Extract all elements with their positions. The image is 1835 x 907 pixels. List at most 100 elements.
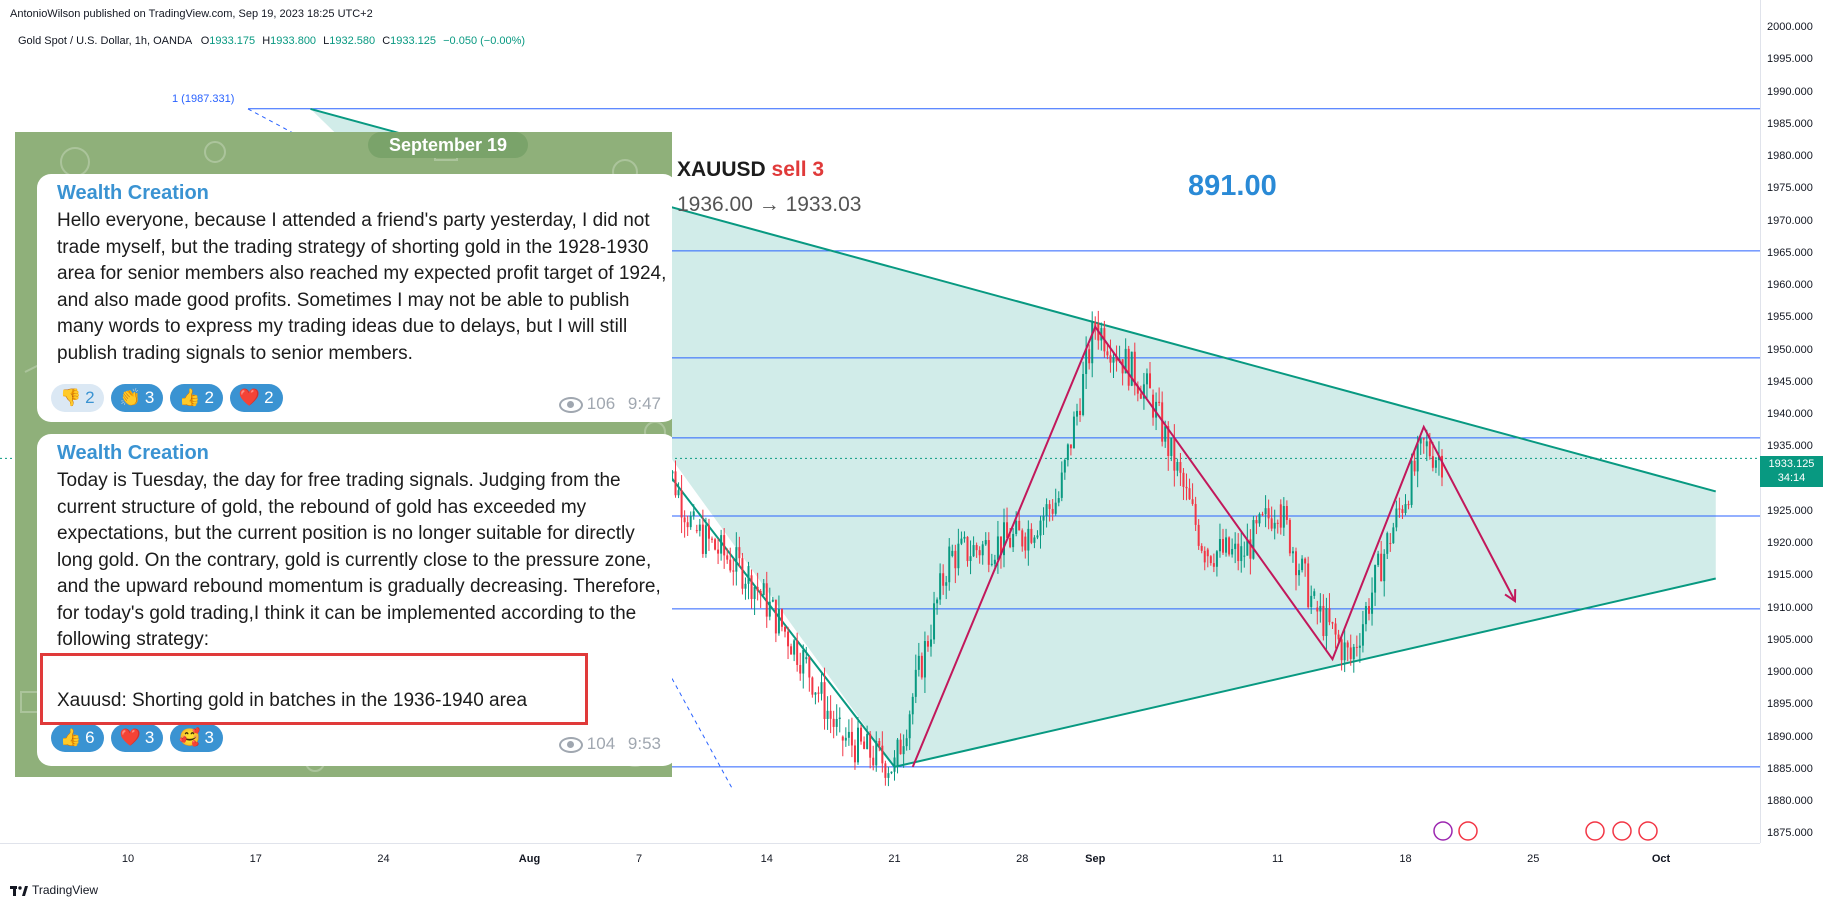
candle-body xyxy=(984,540,987,545)
candle-body xyxy=(857,727,859,763)
low-label: L xyxy=(323,35,330,47)
reaction-chip[interactable]: 👍 2 xyxy=(170,384,223,412)
candle-body xyxy=(1368,606,1370,614)
low-value: 1932.580 xyxy=(329,35,376,47)
candle-body xyxy=(784,626,786,632)
candle-body xyxy=(1051,508,1054,514)
candle-body xyxy=(951,550,954,556)
candle-body xyxy=(1258,513,1261,524)
candle-body xyxy=(1398,508,1401,510)
candle-body xyxy=(1419,438,1422,444)
open-value: 1933.175 xyxy=(209,35,256,47)
candle-body xyxy=(1145,373,1148,385)
candle-body xyxy=(1094,322,1097,328)
time-axis[interactable]: 10 17 24 Aug 7 14 21 28 Sep 11 18 25 Oct xyxy=(0,843,1760,874)
candle-body xyxy=(1225,537,1228,553)
candle-body xyxy=(893,757,896,772)
candle-body xyxy=(1310,595,1313,608)
price-tick-label: 1990.000 xyxy=(1767,85,1813,98)
price-axis[interactable]: 2000.000 1995.000 1990.000 1985.000 1980.000… xyxy=(1760,0,1835,843)
brand-label: TradingView xyxy=(32,883,99,897)
symbol-title: Gold Spot / U.S. Dollar, 1h, OANDA xyxy=(18,35,192,47)
change-value: −0.050 (−0.00%) xyxy=(443,35,526,47)
reaction-chip[interactable]: 🥰 3 xyxy=(170,724,223,752)
candle-body xyxy=(1434,460,1437,468)
candle-body xyxy=(978,550,981,556)
candle-body xyxy=(887,773,890,778)
candle-body xyxy=(1127,348,1130,386)
candle-body xyxy=(1185,486,1188,489)
candle-body xyxy=(796,640,799,665)
candle-body xyxy=(1316,607,1319,612)
candle-body xyxy=(878,740,881,746)
candle-body xyxy=(829,710,832,719)
price-tick-label: 1985.000 xyxy=(1767,117,1813,130)
candle-body xyxy=(692,511,695,516)
candle-body xyxy=(1206,549,1209,557)
candle-body xyxy=(908,714,911,739)
reaction-chip[interactable]: ❤️ 3 xyxy=(110,724,164,752)
candle-body xyxy=(954,550,957,569)
candle-body xyxy=(899,739,902,755)
view-count: 106 xyxy=(586,394,616,413)
triangle-lower-edge xyxy=(894,577,1716,768)
candle-body xyxy=(1006,522,1009,538)
signal-value: 891.00 xyxy=(1188,170,1277,202)
candle-body xyxy=(1355,646,1358,648)
candle-body xyxy=(1060,472,1063,498)
message-author[interactable]: Wealth Creation xyxy=(57,442,209,464)
candle-body xyxy=(1085,349,1088,375)
price-tick-label: 1890.000 xyxy=(1767,730,1813,743)
last-price: 1933.125 xyxy=(1768,458,1815,470)
price-tick-label: 1950.000 xyxy=(1767,343,1813,356)
open-label: O xyxy=(200,35,210,47)
thumbs-down-icon: 👎 xyxy=(60,388,82,407)
high-value: 1933.800 xyxy=(270,35,317,47)
price-tick-label: 1945.000 xyxy=(1767,375,1813,388)
candle-body xyxy=(1130,351,1133,386)
candle-body xyxy=(1036,535,1039,538)
candle-body xyxy=(1106,351,1109,356)
message-meta: 106 9:47 xyxy=(558,394,661,414)
reaction-chip[interactable]: 👎 2 xyxy=(51,384,104,412)
candle-body xyxy=(1209,556,1212,564)
candle-body xyxy=(1228,537,1231,555)
reaction-chip[interactable]: ❤️ 2 xyxy=(229,384,283,412)
candle-body xyxy=(1197,524,1200,546)
candle-body xyxy=(1039,520,1042,536)
lightning-event-icon xyxy=(1433,821,1453,841)
candle-body xyxy=(774,599,777,634)
candle-body xyxy=(729,559,732,571)
candle-body xyxy=(1179,462,1182,473)
candle-body xyxy=(1139,393,1142,399)
candle-body xyxy=(1170,437,1173,456)
candle-body xyxy=(1401,509,1404,514)
reaction-chip[interactable]: 👍 6 xyxy=(51,724,104,752)
reaction-count: 3 xyxy=(204,728,214,747)
candle-body xyxy=(1392,527,1395,544)
candle-body xyxy=(1340,639,1343,661)
candle-body xyxy=(1252,520,1255,559)
candle-body xyxy=(896,739,899,767)
message-author[interactable]: Wealth Creation xyxy=(57,182,209,204)
candle-body xyxy=(987,540,990,565)
candle-body xyxy=(1045,504,1048,516)
us-flag-event-icon xyxy=(1638,821,1658,841)
candle-body xyxy=(863,741,866,749)
price-tick-label: 1900.000 xyxy=(1767,666,1813,679)
candle-body xyxy=(768,601,771,617)
time-tick-label: 21 xyxy=(888,853,901,865)
candle-body xyxy=(698,524,701,531)
candle-body xyxy=(1371,592,1374,614)
candle-body xyxy=(923,641,926,678)
tradingview-logo-icon xyxy=(10,885,28,896)
candle-body xyxy=(939,573,942,600)
candle-body xyxy=(1009,537,1012,548)
candle-body xyxy=(704,525,707,554)
candle-body xyxy=(738,547,741,559)
candle-body xyxy=(1334,623,1337,635)
candle-body xyxy=(1364,606,1367,625)
reaction-chip[interactable]: 👏 3 xyxy=(110,384,164,412)
reaction-bar: 👎 2 👏 3 👍 2 ❤️ 2 xyxy=(51,384,283,412)
candle-body xyxy=(966,536,969,562)
